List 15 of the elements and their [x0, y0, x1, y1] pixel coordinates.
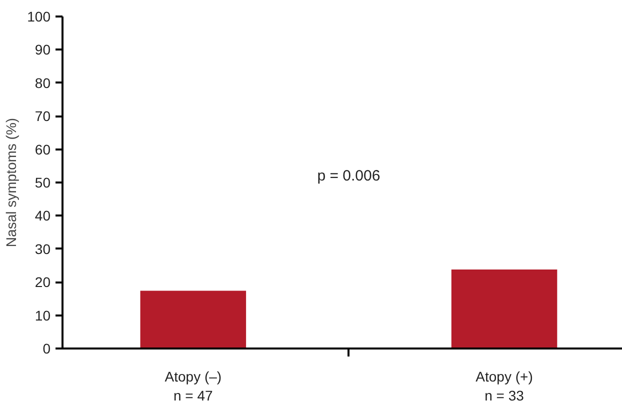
y-tick-label: 90 — [34, 42, 51, 58]
x-tick-label: Atopy (+) n = 33 — [476, 368, 533, 404]
y-tick-label: 40 — [34, 208, 51, 224]
y-tick-label: 20 — [34, 274, 51, 290]
x-tick-label: Atopy (–) n = 47 — [164, 368, 222, 404]
y-tick-label: 70 — [34, 108, 51, 124]
y-tick-label: 60 — [34, 141, 51, 158]
y-tick-label: 30 — [34, 240, 51, 257]
y-tick-label: 50 — [34, 174, 51, 190]
annotation: p = 0.006 — [317, 167, 380, 184]
y-tick-label: 100 — [27, 8, 51, 24]
y-tick-label: 80 — [34, 74, 51, 91]
y-tick-label: 0 — [42, 340, 51, 356]
y-axis-title: Nasal symptoms (%) — [3, 118, 20, 248]
y-tick-label: 10 — [34, 307, 51, 324]
